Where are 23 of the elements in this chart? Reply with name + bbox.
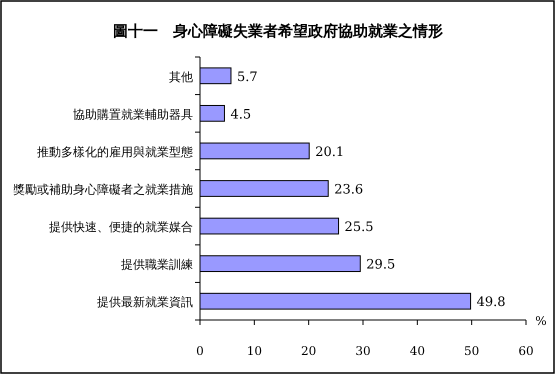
x-axis-title: %	[535, 314, 547, 328]
y-tick-label: 提供職業訓練	[121, 258, 193, 272]
y-tick-label: 協助購置就業輔助器具	[73, 107, 193, 122]
data-label: 5.7	[236, 70, 258, 85]
x-tick-label: 50	[464, 344, 480, 358]
x-tick-label: 30	[355, 344, 371, 358]
x-tick-label: 0	[196, 344, 204, 358]
x-tick-label: 20	[301, 344, 316, 358]
x-tick-label: 40	[410, 344, 425, 358]
data-label: 20.1	[315, 144, 344, 160]
y-tick-label: 推動多樣化的雇用與就業型態	[37, 144, 193, 159]
data-label: 23.6	[334, 182, 364, 198]
x-tick-label: 60	[518, 344, 534, 358]
y-tick-label: 獎勵或補助身心障礙者之就業措施	[13, 182, 193, 196]
y-tick-label: 提供最新就業資訊	[97, 295, 193, 310]
data-label: 25.5	[344, 220, 374, 236]
data-label: 29.5	[366, 258, 396, 273]
chart-title: 圖十一 身心障礙失業者希望政府協助就業之情形	[113, 22, 443, 40]
x-tick-label: 10	[246, 344, 262, 358]
data-label: 4.5	[230, 107, 252, 122]
data-label: 49.8	[476, 295, 506, 310]
y-tick-label: 提供快速、便捷的就業媒合	[49, 220, 193, 234]
y-tick-label: 其他	[169, 70, 193, 84]
